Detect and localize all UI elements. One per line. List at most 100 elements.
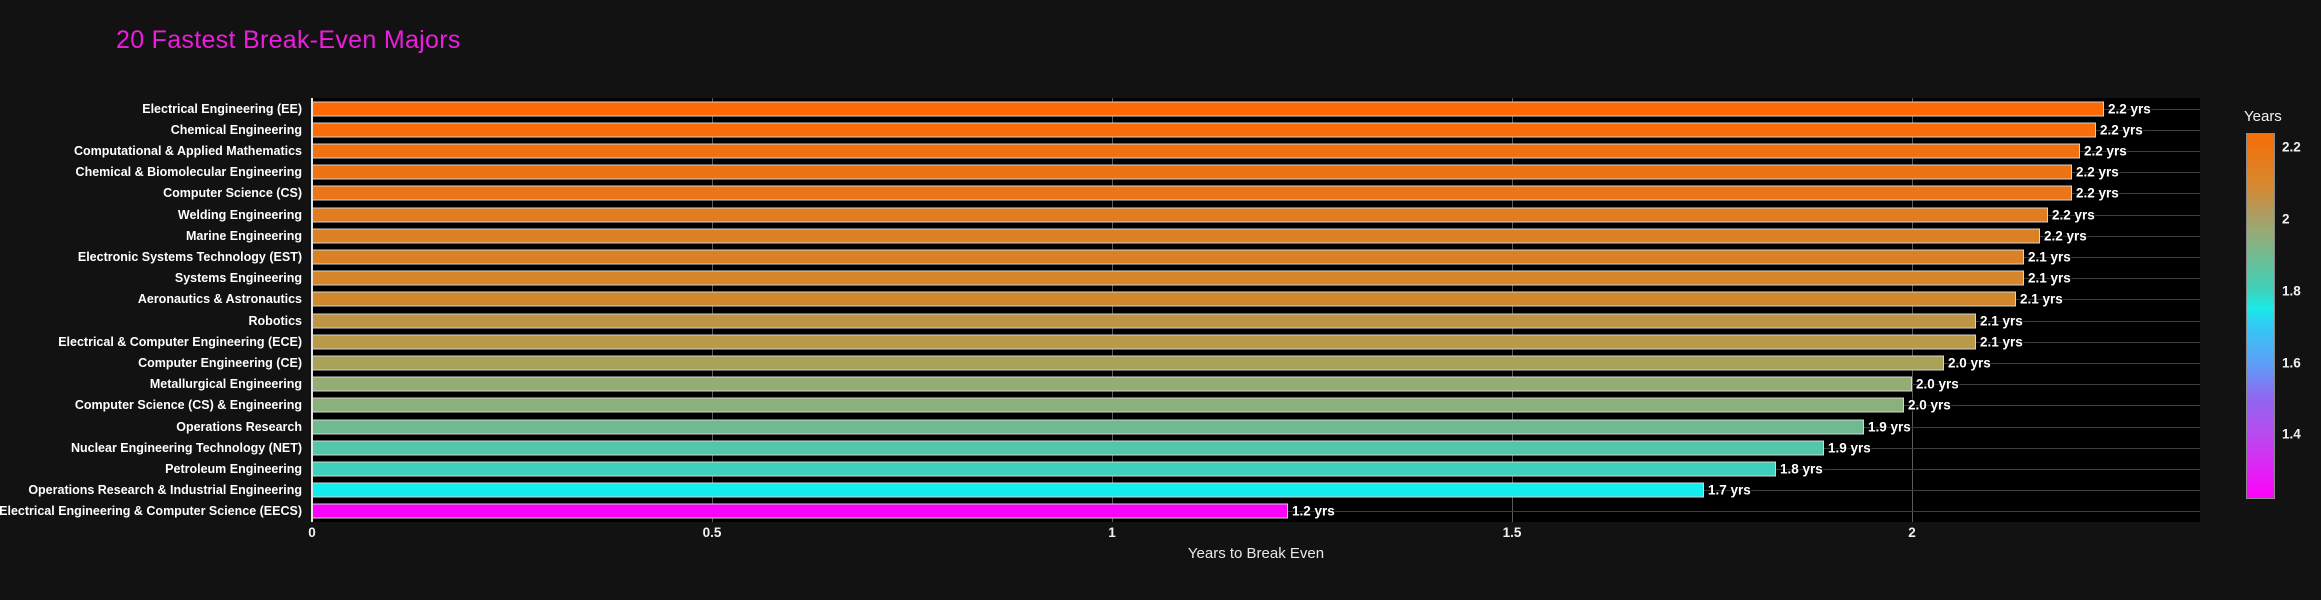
y-axis-label: Electrical & Computer Engineering (ECE)	[58, 334, 302, 349]
bar[interactable]	[312, 122, 2096, 138]
y-axis-label: Welding Engineering	[177, 207, 302, 222]
bar-value-label: 2.1 yrs	[2028, 249, 2071, 265]
y-axis-line	[311, 98, 313, 522]
bar[interactable]	[312, 355, 1944, 371]
y-axis-label: Electronic Systems Technology (EST)	[77, 249, 302, 264]
x-tick-label: 1.5	[1502, 525, 1522, 540]
bar-value-label: 2.2 yrs	[2052, 207, 2095, 223]
bar-row: 2.0 yrs	[312, 374, 2200, 395]
bar[interactable]	[312, 334, 1976, 350]
y-axis-label: Operations Research & Industrial Enginee…	[28, 483, 302, 498]
chart-title: 20 Fastest Break-Even Majors	[116, 26, 461, 54]
bar-row: 1.9 yrs	[312, 437, 2200, 458]
bar[interactable]	[312, 185, 2072, 201]
y-axis-label: Electrical Engineering & Computer Scienc…	[0, 504, 302, 519]
bar[interactable]	[312, 164, 2072, 180]
colorbar-tick-label: 1.4	[2282, 426, 2301, 442]
x-tick-label: 0.5	[702, 525, 722, 540]
colorbar-title: Years	[2244, 108, 2282, 125]
x-tick-label: 2	[1908, 525, 1916, 540]
bar-row: 2.1 yrs	[312, 289, 2200, 310]
bar-row: 2.2 yrs	[312, 119, 2200, 140]
bar-row: 1.9 yrs	[312, 416, 2200, 437]
bar[interactable]	[312, 440, 1824, 456]
bar-value-label: 2.2 yrs	[2076, 185, 2119, 201]
bar[interactable]	[312, 228, 2040, 244]
bar-value-label: 2.2 yrs	[2084, 143, 2127, 159]
y-axis-label: Computer Science (CS)	[163, 186, 302, 201]
colorbar-tick-label: 1.6	[2282, 355, 2301, 371]
bar-row: 2.1 yrs	[312, 246, 2200, 267]
bar[interactable]	[312, 461, 1776, 477]
colorbar-tick-label: 1.8	[2282, 283, 2301, 299]
bar[interactable]	[312, 503, 1288, 519]
colorbar-tick-label: 2	[2282, 211, 2290, 227]
plot-area[interactable]: 2.2 yrs 2.2 yrs 2.2 yrs 2.2 yrs 2.2 yrs 2.2 y…	[311, 98, 2200, 522]
bar[interactable]	[312, 291, 2016, 307]
bar-value-label: 2.0 yrs	[1908, 397, 1951, 413]
y-axis-label: Aeronautics & Astronautics	[137, 292, 302, 307]
bar-value-label: 2.0 yrs	[1916, 376, 1959, 392]
bar[interactable]	[312, 397, 1904, 413]
bar-row: 2.0 yrs	[312, 352, 2200, 373]
bar[interactable]	[312, 101, 2104, 117]
y-axis-label: Petroleum Engineering	[165, 461, 302, 476]
bar-row: 2.1 yrs	[312, 268, 2200, 289]
y-axis-label: Chemical Engineering	[170, 122, 302, 137]
bar-value-label: 2.1 yrs	[2020, 291, 2063, 307]
y-axis-labels: Electrical Engineering (EE) Chemical Engi…	[0, 98, 307, 522]
bar-value-label: 2.1 yrs	[1980, 313, 2023, 329]
bar-row: 1.7 yrs	[312, 480, 2200, 501]
y-axis-label: Chemical & Biomolecular Engineering	[75, 165, 302, 180]
bar-row: 2.2 yrs	[312, 162, 2200, 183]
bar-value-label: 2.2 yrs	[2076, 164, 2119, 180]
y-axis-label: Computer Engineering (CE)	[138, 355, 302, 370]
bar[interactable]	[312, 313, 1976, 329]
bar-value-label: 2.0 yrs	[1948, 355, 1991, 371]
bar-row: 2.2 yrs	[312, 204, 2200, 225]
bar-value-label: 1.2 yrs	[1292, 503, 1335, 519]
v-gridline	[1112, 98, 1113, 522]
bar[interactable]	[312, 270, 2024, 286]
bar-value-label: 1.9 yrs	[1828, 440, 1871, 456]
bar-row: 1.2 yrs	[312, 501, 2200, 522]
x-tick-label: 0	[308, 525, 316, 540]
y-axis-label: Electrical Engineering (EE)	[142, 101, 302, 116]
x-tick-label: 1	[1108, 525, 1116, 540]
bar[interactable]	[312, 482, 1704, 498]
y-axis-label: Computer Science (CS) & Engineering	[74, 398, 302, 413]
bar-row: 1.8 yrs	[312, 458, 2200, 479]
y-axis-label: Marine Engineering	[186, 228, 302, 243]
bar[interactable]	[312, 143, 2080, 159]
y-axis-label: Systems Engineering	[174, 271, 302, 286]
x-axis-ticks: 0 0.5 1 1.5 2	[308, 525, 2200, 545]
y-axis-label: Metallurgical Engineering	[149, 377, 302, 392]
bar-value-label: 2.2 yrs	[2044, 228, 2087, 244]
bar-row: 2.2 yrs	[312, 183, 2200, 204]
bar-row: 2.0 yrs	[312, 395, 2200, 416]
bar-row: 2.2 yrs	[312, 225, 2200, 246]
bar-value-label: 2.1 yrs	[1980, 334, 2023, 350]
bar-value-label: 1.8 yrs	[1780, 461, 1823, 477]
bar-row: 2.1 yrs	[312, 310, 2200, 331]
bar-row: 2.1 yrs	[312, 331, 2200, 352]
bar[interactable]	[312, 207, 2048, 223]
bar[interactable]	[312, 376, 1912, 392]
bar-value-label: 2.2 yrs	[2100, 122, 2143, 138]
bar-value-label: 1.7 yrs	[1708, 482, 1751, 498]
y-axis-label: Robotics	[248, 313, 302, 328]
colorbar-tick-label: 2.2	[2282, 139, 2301, 155]
v-gridline	[1912, 98, 1913, 522]
bar[interactable]	[312, 249, 2024, 265]
y-axis-label: Operations Research	[176, 419, 302, 434]
y-axis-label: Nuclear Engineering Technology (NET)	[70, 440, 302, 455]
bar-row: 2.2 yrs	[312, 98, 2200, 119]
bar[interactable]	[312, 419, 1864, 435]
bar-value-label: 1.9 yrs	[1868, 419, 1911, 435]
x-axis-title: Years to Break Even	[1187, 545, 1325, 562]
v-gridline	[712, 98, 713, 522]
bar-value-label: 2.2 yrs	[2108, 101, 2151, 117]
bar-value-label: 2.1 yrs	[2028, 270, 2071, 286]
colorbar-gradient	[2246, 133, 2275, 499]
